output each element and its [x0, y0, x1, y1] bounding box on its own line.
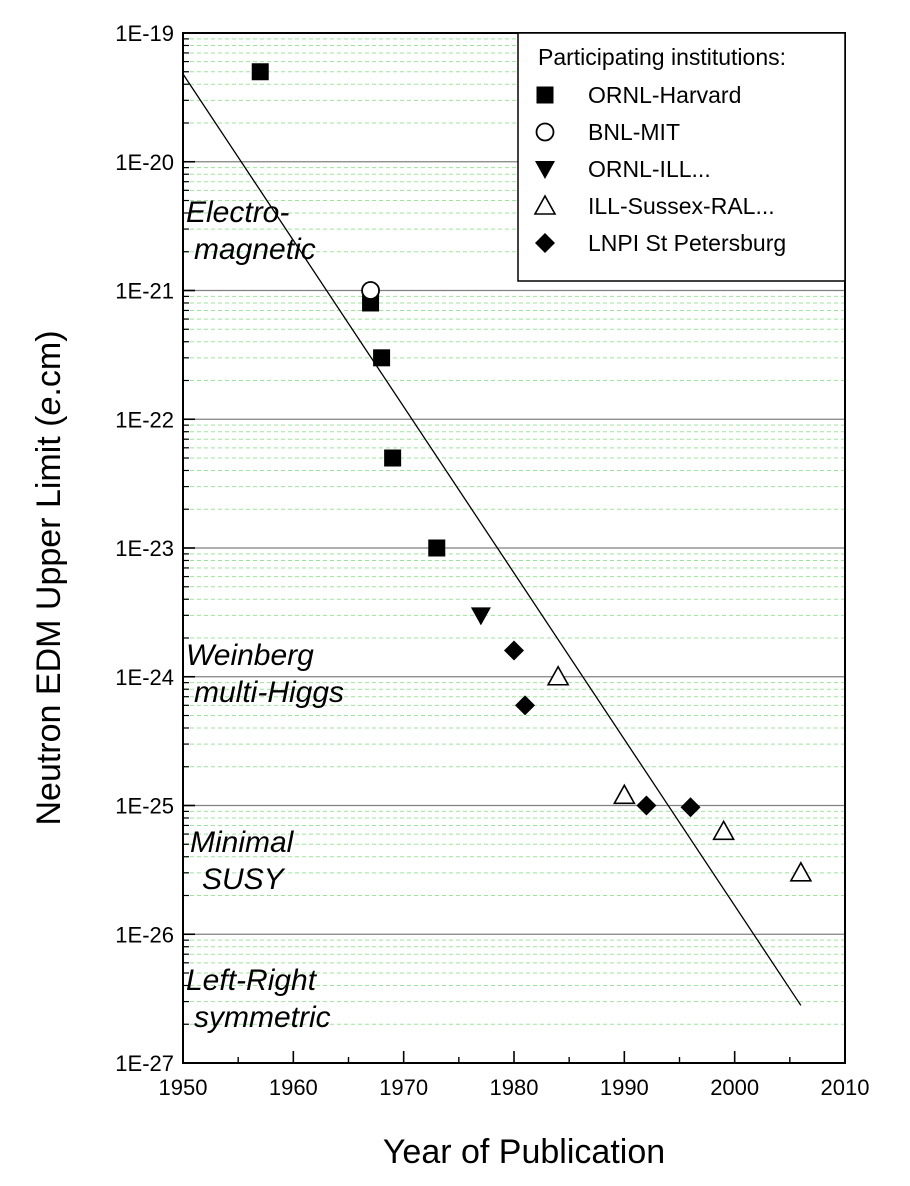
- legend-marker: [535, 161, 555, 179]
- legend-marker: [533, 194, 557, 215]
- y-tick-label: 1E-21: [115, 279, 174, 304]
- region-label-line: Electro-: [186, 196, 289, 229]
- data-point: [712, 819, 735, 841]
- y-axis-title-italic: e: [30, 397, 68, 416]
- y-tick-label: 1E-23: [115, 536, 174, 561]
- y-tick-label: 1E-25: [115, 794, 174, 819]
- y-axis-title-prefix: Neutron EDM Upper Limit (: [30, 415, 68, 826]
- trend-line: [182, 73, 802, 1006]
- data-point: [515, 695, 536, 716]
- data-point: [251, 63, 269, 81]
- y-tick-labels: 1E-19 1E-20 1E-21 1E-22 1E-23 1E-24 1E-25 1E-26…: [115, 21, 174, 1076]
- legend-label: ORNL-ILL...: [588, 156, 711, 182]
- y-axis-title-suffix: .cm): [30, 330, 68, 396]
- legend-items: ORNL-Harvard BNL-MIT ORNL-ILL... ILL-Sussex…: [533, 82, 786, 256]
- region-label-line: Left-Right: [186, 964, 318, 997]
- legend-label: ORNL-Harvard: [588, 82, 741, 108]
- data-point: [373, 349, 391, 367]
- data-point: [361, 281, 380, 300]
- region-label-line: SUSY: [202, 863, 286, 896]
- region-label-line: Minimal: [190, 826, 295, 859]
- region-label-line: symmetric: [194, 1001, 331, 1034]
- legend-label: LNPI St Petersburg: [588, 230, 786, 256]
- legend: Participating institutions: ORNL-Harvard…: [517, 32, 846, 282]
- y-tick-label: 1E-19: [115, 21, 174, 46]
- data-point: [680, 797, 701, 818]
- data-points: [251, 63, 813, 882]
- data-point: [789, 861, 813, 882]
- legend-marker: [535, 233, 555, 253]
- region-label-line: multi-Higgs: [194, 676, 344, 709]
- region-annotations: Electro-magnetic Weinberg multi-Higgs Minim…: [186, 196, 344, 1034]
- data-point: [384, 449, 402, 467]
- data-point: [504, 640, 524, 661]
- y-tick-label: 1E-20: [115, 150, 174, 175]
- x-tick-label: 1950: [159, 1075, 208, 1100]
- data-point: [428, 539, 446, 557]
- data-point: [470, 607, 491, 626]
- legend-title: Participating institutions:: [538, 44, 786, 70]
- y-tick-label: 1E-26: [115, 922, 174, 947]
- minor-grid: [183, 38, 845, 1025]
- data-point: [612, 783, 636, 805]
- y-tick-label: 1E-27: [115, 1051, 174, 1076]
- region-label-line: Weinberg: [186, 639, 314, 672]
- legend-label: ILL-Sussex-RAL...: [588, 193, 775, 219]
- y-tick-label: 1E-24: [115, 665, 174, 690]
- region-label-line: magnetic: [194, 233, 316, 266]
- legend-label: BNL-MIT: [588, 119, 680, 145]
- y-tick-label: 1E-22: [115, 407, 174, 432]
- x-tick-labels: 1950 1960 1970 1980 1990 2000 2010: [159, 1075, 870, 1100]
- axis-ticks: [182, 32, 846, 1064]
- x-tick-label: 2010: [821, 1075, 870, 1100]
- data-point: [636, 795, 657, 816]
- x-tick-label: 1990: [600, 1075, 649, 1100]
- x-tick-label: 1970: [379, 1075, 428, 1100]
- data-point: [546, 665, 570, 686]
- legend-box: [517, 32, 846, 282]
- y-axis-title: Neutron EDM Upper Limit (e.cm): [30, 330, 68, 825]
- x-tick-label: 1960: [269, 1075, 318, 1100]
- legend-marker: [536, 86, 554, 104]
- legend-marker: [535, 122, 555, 142]
- x-tick-label: 2000: [710, 1075, 759, 1100]
- x-axis-title: Year of Publication: [383, 1133, 665, 1171]
- x-tick-label: 1980: [490, 1075, 539, 1100]
